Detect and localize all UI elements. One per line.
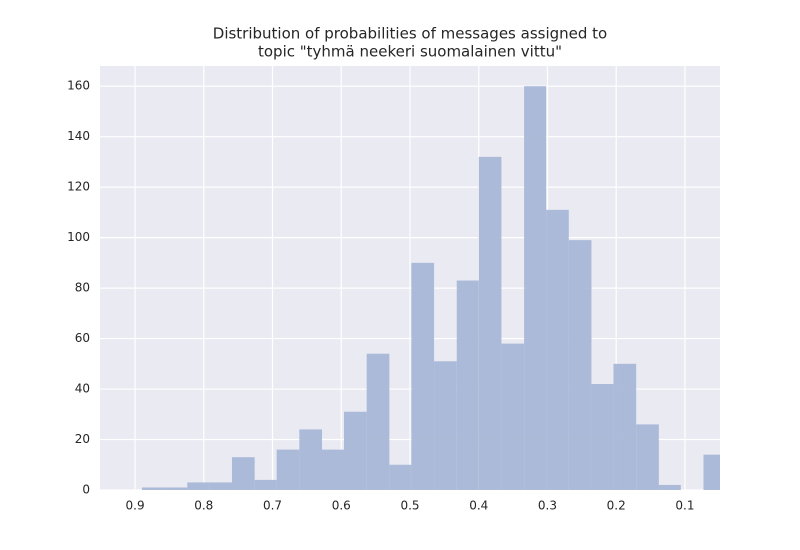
- bar: [591, 384, 614, 490]
- bar: [187, 482, 210, 490]
- x-tick-label: 0.5: [400, 499, 419, 513]
- bar: [299, 429, 323, 490]
- y-tick-label: 60: [75, 331, 90, 345]
- bar: [636, 424, 659, 490]
- bar: [344, 411, 367, 490]
- bar: [141, 487, 165, 490]
- bar: [276, 449, 300, 490]
- bar: [209, 482, 232, 490]
- bar: [568, 240, 592, 490]
- y-tick-label: 80: [75, 281, 90, 295]
- bar: [703, 454, 720, 490]
- x-tick-label: 0.8: [194, 499, 213, 513]
- x-tick-label: 0.6: [332, 499, 351, 513]
- y-tick-label: 40: [75, 382, 90, 396]
- bar: [389, 464, 412, 490]
- y-tick-label: 100: [67, 230, 90, 244]
- bar: [322, 449, 345, 490]
- y-tick-label: 120: [67, 180, 90, 194]
- y-tick-label: 140: [67, 129, 90, 143]
- bar: [613, 363, 637, 490]
- y-tick-label: 0: [82, 483, 90, 497]
- bar: [411, 262, 435, 490]
- tick-labels: 0 20 40 60 80 100 120 140 160 0.9 0.8 0.7 0.6 0.5 0.4 0…: [67, 79, 694, 513]
- bar: [164, 487, 188, 490]
- chart-title: topic "tyhmä neekeri suomalainen vittu": [258, 43, 562, 61]
- y-tick-label: 160: [67, 79, 90, 93]
- x-tick-label: 0.3: [538, 499, 557, 513]
- bar: [366, 353, 390, 490]
- bar: [254, 479, 277, 490]
- x-tick-label: 0.7: [263, 499, 282, 513]
- bar: [478, 156, 502, 490]
- chart-title: Distribution of probabilities of message…: [213, 25, 607, 43]
- bar: [546, 209, 569, 490]
- bar: [501, 343, 525, 490]
- bar: [434, 361, 457, 490]
- x-tick-label: 0.4: [469, 499, 488, 513]
- bar: [456, 280, 479, 490]
- bar: [524, 86, 547, 490]
- y-tick-label: 20: [75, 432, 90, 446]
- x-tick-label: 0.9: [126, 499, 145, 513]
- bar: [231, 457, 255, 490]
- x-tick-label: 0.2: [607, 499, 626, 513]
- x-tick-label: 0.1: [675, 499, 694, 513]
- bars: [141, 86, 720, 490]
- bar: [658, 484, 681, 490]
